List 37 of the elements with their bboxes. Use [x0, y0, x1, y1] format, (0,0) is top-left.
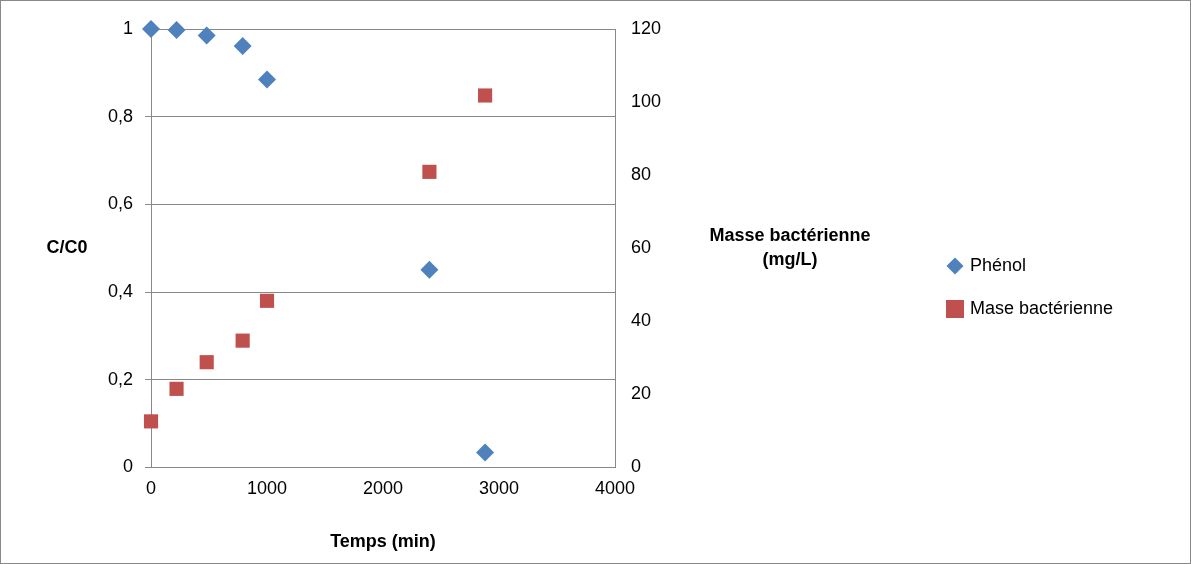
y-tick-label: 0,2: [107, 368, 134, 389]
point: [259, 293, 275, 308]
legend-label: Phénol: [970, 255, 1027, 276]
x-tick-label: 4000: [594, 478, 636, 499]
x-tick-label: 0: [146, 478, 157, 499]
point: [235, 333, 250, 348]
point: [420, 260, 439, 279]
y2-tick-label: 40: [631, 310, 652, 331]
y2-tick-label: 0: [631, 456, 642, 477]
y2-tick-label: 60: [631, 237, 652, 258]
y-tick-label: 0,6: [107, 193, 134, 214]
y2-tick-label: 20: [631, 383, 652, 404]
point: [199, 355, 214, 370]
point: [142, 20, 161, 38]
point: [476, 443, 495, 462]
point: [233, 37, 252, 56]
y2-tick-label: 120: [631, 17, 662, 38]
y2-tick-label: 100: [631, 91, 662, 112]
point: [167, 20, 186, 39]
point: [258, 70, 277, 89]
x-tick-label: 3000: [478, 478, 520, 499]
y2-axis-title: Masse bactérienne (mg/L): [709, 225, 871, 270]
point: [169, 381, 184, 396]
point: [478, 88, 493, 103]
y-tick-label: 0,4: [107, 281, 134, 302]
y-tick-label: 1: [123, 17, 134, 38]
point: [422, 164, 437, 179]
x-axis-title: Temps (min): [330, 531, 436, 552]
y2-tick-label: 80: [631, 164, 652, 185]
point: [197, 26, 216, 45]
x-tick-label: 2000: [362, 478, 404, 499]
y-tick-label: 0,8: [107, 105, 134, 126]
x-tick-label: 1000: [246, 478, 288, 499]
y-axis-title: C/C0: [46, 237, 88, 258]
point: [143, 414, 159, 429]
legend-label: Mase bactérienne: [970, 298, 1114, 319]
y-tick-label: 0: [123, 456, 134, 477]
